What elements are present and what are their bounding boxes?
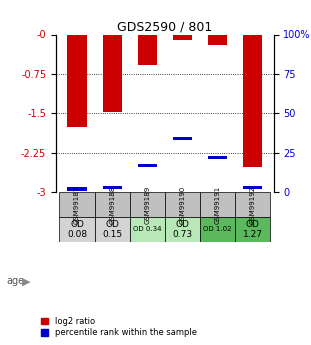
Legend: log2 ratio, percentile rank within the sample: log2 ratio, percentile rank within the s… [41, 317, 197, 337]
Bar [235, 192, 270, 217]
Text: GSM99192: GSM99192 [250, 186, 256, 224]
Bar [173, 34, 192, 40]
Bar [173, 137, 192, 140]
Text: OD
0.73: OD 0.73 [172, 220, 193, 238]
Bar [103, 186, 122, 189]
Bar [200, 217, 235, 241]
Bar [137, 164, 157, 167]
Bar [165, 217, 200, 241]
Text: OD
0.08: OD 0.08 [67, 220, 87, 238]
Bar [235, 217, 270, 241]
Text: ▶: ▶ [22, 276, 30, 286]
Bar [130, 192, 165, 217]
Bar [59, 217, 95, 241]
Bar [208, 34, 227, 45]
Text: GSM99188: GSM99188 [109, 185, 115, 224]
Text: OD 0.34: OD 0.34 [133, 226, 161, 232]
Bar [130, 217, 165, 241]
Bar [243, 34, 262, 167]
Text: OD
0.15: OD 0.15 [102, 220, 122, 238]
Bar [103, 34, 122, 112]
Text: GSM99190: GSM99190 [179, 185, 185, 224]
Text: GSM99189: GSM99189 [144, 185, 150, 224]
Bar [208, 156, 227, 159]
Bar [67, 187, 87, 191]
Text: GSM99187: GSM99187 [74, 185, 80, 224]
Bar [243, 186, 262, 189]
Bar [95, 192, 130, 217]
Text: OD
1.27: OD 1.27 [243, 220, 262, 238]
Title: GDS2590 / 801: GDS2590 / 801 [117, 20, 212, 33]
Text: age: age [6, 276, 24, 286]
Bar [165, 192, 200, 217]
Bar [95, 217, 130, 241]
Text: GSM99191: GSM99191 [215, 185, 220, 224]
Text: OD 1.02: OD 1.02 [203, 226, 232, 232]
Bar [59, 192, 95, 217]
Bar [67, 34, 87, 127]
Bar [137, 34, 157, 65]
Bar [200, 192, 235, 217]
